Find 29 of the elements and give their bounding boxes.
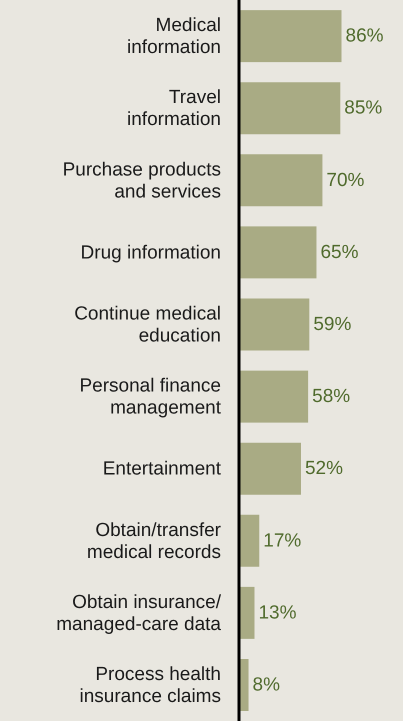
bar	[239, 298, 310, 350]
y-tick-label: Medical information	[127, 14, 221, 58]
y-tick-label: Continue medical education	[74, 302, 221, 346]
bar	[239, 154, 322, 206]
bar	[239, 514, 260, 567]
data-label: 13%	[258, 602, 297, 624]
y-tick-label: Personal finance management	[79, 375, 222, 418]
bar	[239, 586, 254, 639]
y-tick-label: Purchase products and services	[62, 158, 221, 202]
data-label: 8%	[252, 674, 280, 696]
y-tick-label: Travel information	[127, 86, 221, 130]
y-tick-label: Process health insurance claims	[80, 663, 221, 706]
data-label: 85%	[344, 98, 382, 119]
bar	[239, 442, 301, 495]
data-label: 65%	[320, 242, 359, 263]
data-label: 58%	[312, 386, 350, 408]
y-tick-label: Obtain/transfer medical records	[86, 519, 222, 562]
data-label: 17%	[263, 530, 302, 552]
data-label: 52%	[304, 458, 344, 480]
bar	[239, 370, 308, 423]
data-label: 70%	[326, 170, 365, 191]
y-tick-label: Obtain insurance/ managed-care data	[56, 591, 222, 634]
data-label: 86%	[346, 26, 384, 47]
y-tick-label: Entertainment	[102, 458, 222, 480]
bar	[239, 226, 316, 278]
bar	[239, 82, 340, 134]
data-label: 59%	[313, 314, 352, 335]
bar	[239, 10, 342, 62]
y-tick-label: Drug information	[80, 242, 221, 263]
